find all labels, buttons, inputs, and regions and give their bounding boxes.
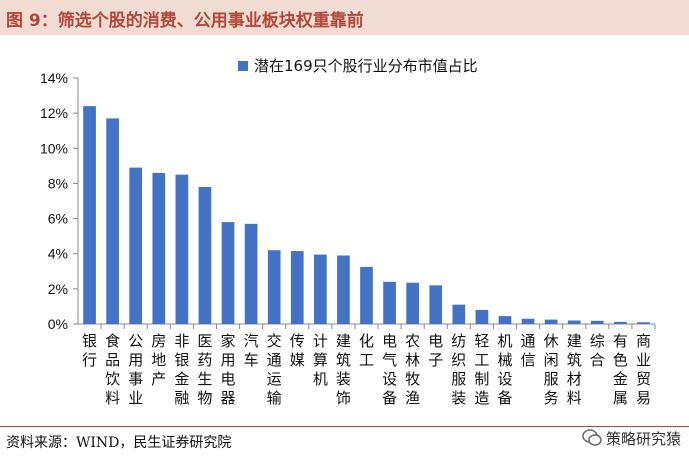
bar-11 (313, 254, 327, 324)
bar-2 (106, 118, 119, 325)
x-category-label: 银行 (82, 332, 97, 369)
x-category-label: 轻工制造 (474, 332, 489, 407)
x-category-label: 电气设备 (382, 332, 397, 407)
x-category-label: 房地产 (151, 332, 166, 388)
watermark: 策略研究猿 (582, 424, 681, 452)
x-category-label: 商业贸易 (636, 332, 651, 407)
bar-25 (637, 322, 650, 324)
bar-20 (521, 318, 535, 324)
legend-swatch (238, 61, 248, 71)
x-category-label: 农林牧渔 (405, 332, 420, 407)
y-tick-label: 0% (48, 316, 68, 332)
y-tick-label: 6% (48, 211, 68, 227)
bar-7 (221, 222, 235, 324)
y-tick-label: 12% (40, 105, 68, 121)
bar-12 (337, 255, 350, 324)
x-category-label: 食品饮料 (105, 332, 120, 407)
watermark-text: 策略研究猿 (605, 429, 681, 448)
source-note: 资料来源：WIND，民生证券研究院 (6, 435, 232, 451)
bar-1 (83, 106, 96, 324)
wechat-icon (582, 429, 602, 446)
y-tick-label: 10% (40, 140, 68, 156)
legend-label: 潜在169只个股行业分布市值占比 (254, 57, 478, 75)
bar-19 (498, 316, 512, 324)
bar-21 (544, 319, 558, 324)
x-category-label: 休闲服务 (544, 332, 559, 407)
bar-16 (429, 285, 443, 324)
y-tick-label: 2% (48, 281, 68, 297)
figure-title-bar: 图 9：筛选个股的消费、公用事业板块权重靠前 (0, 0, 689, 35)
x-category-label: 传媒 (290, 332, 305, 369)
bar-6 (198, 186, 212, 324)
y-tick-label: 4% (48, 246, 68, 262)
x-category-label: 计算机 (313, 332, 328, 388)
y-tick-label: 14% (40, 70, 68, 86)
x-category-label: 电子 (428, 332, 443, 369)
bar-5 (175, 174, 189, 324)
x-category-label: 综合 (590, 332, 605, 369)
bar-10 (290, 251, 304, 324)
bar-17 (452, 304, 466, 324)
x-category-label: 纺织服装 (451, 332, 466, 407)
bar-9 (267, 250, 281, 324)
x-category-label: 非银金融 (174, 332, 189, 407)
x-category-label: 家用电器 (221, 332, 236, 407)
y-tick-label: 8% (48, 175, 68, 191)
x-category-label: 汽车 (244, 332, 259, 369)
x-category-label: 建筑装饰 (336, 332, 351, 407)
x-category-label: 通信 (521, 332, 536, 369)
bar-4 (152, 172, 166, 324)
bar-23 (590, 320, 604, 324)
bar-18 (475, 309, 489, 324)
x-category-label: 公用事业 (128, 332, 143, 407)
source-divider (0, 426, 689, 427)
bar-8 (244, 223, 258, 324)
bar-24 (614, 321, 627, 324)
x-category-label: 建筑材料 (567, 332, 582, 407)
bar-14 (383, 281, 396, 324)
figure-title: 图 9：筛选个股的消费、公用事业板块权重靠前 (6, 11, 364, 31)
bar-3 (129, 167, 143, 324)
bar-13 (360, 266, 373, 324)
bar-22 (567, 320, 581, 324)
bar-chart: 0% 2% 4% 6% 8% 10% 12% 14% 银行食品饮料公用事业房地产非银金融医药生物… (40, 57, 656, 407)
x-category-label: 化工 (359, 332, 374, 369)
x-category-label: 医药生物 (197, 332, 212, 407)
x-category-label: 有色金属 (613, 332, 628, 407)
x-category-label: 交通运输 (267, 332, 282, 407)
bar-15 (406, 282, 420, 324)
x-category-label: 机械设备 (497, 332, 512, 407)
